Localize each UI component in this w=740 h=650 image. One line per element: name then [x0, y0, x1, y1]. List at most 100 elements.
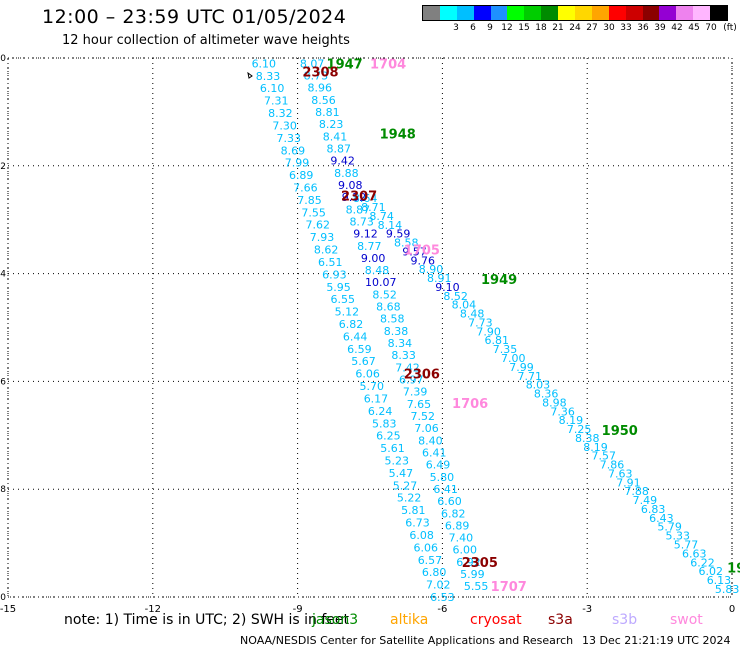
swh-value-label: 7.00 — [501, 352, 526, 365]
swh-value-label: 5.12 — [335, 306, 360, 319]
swh-value-label: 5.77 — [674, 539, 699, 552]
swh-value-label: 9.42 — [330, 155, 355, 168]
pass-time-label: 19 — [727, 561, 740, 576]
swh-value-label: 7.25 — [567, 423, 592, 436]
lon-tick-label: -3 — [582, 604, 592, 615]
lat-tick-label: -40 — [0, 54, 6, 64]
swh-value-label: 7.31 — [264, 95, 289, 108]
swh-value-label: 8.19 — [583, 441, 608, 454]
swh-value-label: 8.58 — [380, 313, 405, 326]
pass-time-label: 1704 — [370, 57, 406, 72]
scale-swatch — [439, 6, 457, 20]
scale-swatch — [575, 6, 592, 20]
coastline-fragment — [247, 71, 253, 79]
swh-value-label: 8.74 — [369, 210, 394, 223]
swh-value-label: 8.68 — [376, 301, 401, 314]
swh-value-label: 5.47 — [389, 467, 414, 480]
scale-swatch — [490, 6, 508, 20]
swh-value-label: 6.41 — [422, 446, 447, 459]
swh-value-label: 8.33 — [256, 70, 281, 83]
swh-value-label: 7.40 — [449, 532, 474, 545]
swh-value-label: 7.49 — [633, 494, 658, 507]
swh-value-label: 6.06 — [355, 368, 380, 381]
swh-value-label: 6.02 — [698, 565, 723, 578]
scale-label: 39 — [654, 23, 666, 33]
swh-value-label: 6.10 — [260, 82, 285, 95]
swh-value-label: 6.60 — [437, 495, 462, 508]
pass-time-label: 1949 — [481, 273, 517, 288]
swh-value-label: 8.77 — [357, 240, 382, 253]
scale-swatch — [710, 6, 728, 20]
swh-value-label: 8.73 — [304, 70, 329, 83]
scale-label: 15 — [518, 23, 530, 33]
swh-value-label: 7.88 — [624, 485, 649, 498]
satellite-legend-altika: altika — [390, 612, 429, 628]
scale-label: 12 — [501, 23, 513, 33]
swh-value-label: 7.52 — [411, 410, 436, 423]
swh-value-label: 7.35 — [493, 343, 518, 356]
swh-value-label: 6.53 — [430, 591, 455, 604]
swh-value-label: 9.57 — [402, 245, 427, 258]
swh-value-label: 5.95 — [326, 281, 351, 294]
swh-value-label: 7.93 — [310, 231, 335, 244]
swh-value-label: 6.25 — [376, 430, 401, 443]
swh-value-label: 7.57 — [592, 450, 617, 463]
swh-value-label: 8.69 — [281, 144, 306, 157]
swh-value-label: 6.51 — [318, 256, 343, 269]
swh-value-label: 6.57 — [418, 554, 443, 567]
swh-value-label: 8.71 — [361, 201, 386, 214]
swh-value-label: 6.93 — [322, 268, 347, 281]
scale-label: 21 — [552, 23, 564, 33]
swh-value-label: 6.49 — [426, 459, 451, 472]
swh-value-label: 7.86 — [600, 459, 625, 472]
swh-value-label: 8.23 — [319, 118, 344, 131]
swh-value-label: 9.00 — [361, 252, 386, 265]
swh-value-label: 9.10 — [435, 281, 460, 294]
swh-value-label: 7.71 — [517, 370, 542, 383]
scale-swatch — [659, 6, 677, 20]
swh-value-label: 8.90 — [419, 263, 444, 276]
track-west: 6.108.336.107.318.327.307.338.697.996.89… — [252, 57, 455, 604]
swh-value-label: 7.06 — [414, 422, 439, 435]
credit-text: NOAA/NESDIS Center for Satellite Applica… — [240, 634, 574, 647]
swh-value-label: 7.30 — [272, 119, 297, 132]
satellite-legend-jason3: jason3 — [312, 612, 359, 628]
swh-value-label: 7.99 — [285, 157, 310, 170]
swh-value-label: 7.36 — [550, 405, 575, 418]
scale-label: 36 — [637, 23, 649, 33]
swh-value-label: 6.55 — [330, 293, 355, 306]
swh-value-label: 8.81 — [315, 106, 340, 119]
scale-swatch — [541, 6, 559, 20]
swh-value-label: 5.33 — [666, 530, 691, 543]
swh-value-label: 8.07 — [300, 57, 325, 70]
scale-swatch — [423, 6, 440, 20]
swh-value-label: 6.43 — [649, 512, 674, 525]
lon-tick-label: 0 — [729, 604, 735, 615]
scale-swatch — [524, 6, 542, 20]
lat-tick-label: -50 — [0, 593, 6, 603]
swh-value-label: 6.89 — [445, 519, 470, 532]
swh-value-label: 8.41 — [323, 130, 348, 143]
pass-time-label: 1705 — [404, 243, 440, 258]
scale-label: 33 — [620, 23, 632, 33]
lat-tick-label: -42 — [0, 162, 6, 172]
generated-timestamp: 13 Dec 21:21:19 UTC 2024 — [582, 634, 731, 647]
swh-value-label: 8.91 — [427, 272, 452, 285]
swh-value-label: 8.38 — [575, 432, 600, 445]
swh-value-label: 5.83 — [372, 417, 397, 430]
swh-value-label: 8.33 — [391, 349, 416, 362]
scale-swatch — [507, 6, 525, 20]
swh-value-label: 7.73 — [468, 316, 493, 329]
swh-value-label: 6.17 — [364, 392, 389, 405]
scale-swatch — [676, 6, 694, 20]
swh-value-label: 8.38 — [384, 325, 409, 338]
scale-label: 18 — [535, 23, 547, 33]
swh-value-label: 8.73 — [349, 215, 374, 228]
swh-value-label: 5.99 — [460, 568, 485, 581]
satellite-legend-s3b: s3b — [612, 612, 638, 628]
swh-value-label: 6.81 — [485, 334, 510, 347]
swh-value-label: 6.06 — [414, 541, 439, 554]
lat-tick-label: -44 — [0, 270, 6, 280]
scale-swatch — [625, 6, 643, 20]
